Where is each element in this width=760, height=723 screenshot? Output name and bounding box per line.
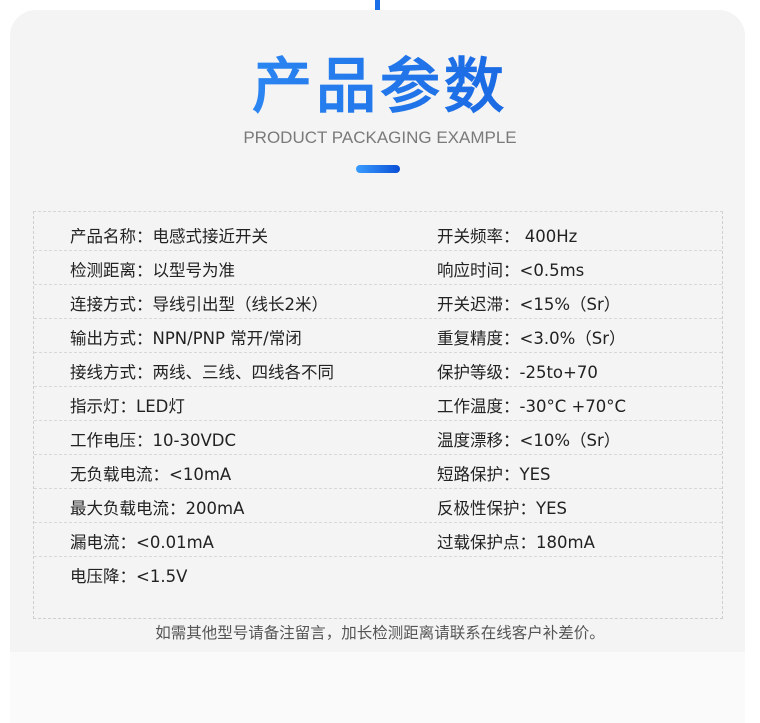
param-right: 响应时间：<0.5ms <box>437 261 585 280</box>
param-right: 保护等级：-25to+70 <box>437 363 598 382</box>
table-row: 指示灯：LED灯 工作温度：-30°C +70°C <box>34 386 722 421</box>
param-left: 最大负载电流：200mA <box>70 499 245 518</box>
table-row: 输出方式：NPN/PNP 常开/常闭 重复精度：<3.0%（Sr） <box>34 318 722 353</box>
lower-panel <box>10 652 745 723</box>
footer-note: 如需其他型号请备注留言，加长检测距离请联系在线客户补差价。 <box>155 624 605 642</box>
page-title: 产品参数 <box>0 38 760 125</box>
table-row: 工作电压：10-30VDC 温度漂移：<10%（Sr） <box>34 420 722 455</box>
table-row: 检测距离：以型号为准 响应时间：<0.5ms <box>34 250 722 285</box>
param-right: 反极性保护：YES <box>437 499 567 518</box>
table-row: 电压降：<1.5V <box>34 556 722 590</box>
param-left: 无负载电流：<10mA <box>70 465 232 484</box>
table-row: 无负载电流：<10mA 短路保护：YES <box>34 454 722 489</box>
table-row: 产品名称：电感式接近开关 开关频率： 400Hz <box>34 216 722 251</box>
param-left: 工作电压：10-30VDC <box>70 431 236 450</box>
table-row: 漏电流：<0.01mA 过载保护点：180mA <box>34 522 722 557</box>
param-right: 开关迟滞：<15%（Sr） <box>437 295 621 314</box>
param-right: 工作温度：-30°C +70°C <box>437 397 627 416</box>
param-left: 电压降：<1.5V <box>70 567 188 586</box>
param-left: 输出方式：NPN/PNP 常开/常闭 <box>70 329 302 348</box>
param-right: 过载保护点：180mA <box>437 533 595 552</box>
param-left: 检测距离：以型号为准 <box>70 261 235 280</box>
params-table: 产品名称：电感式接近开关 开关频率： 400Hz 检测距离：以型号为准 响应时间：<0… <box>33 211 723 619</box>
table-row: 连接方式：导线引出型（线长2米） 开关迟滞：<15%（Sr） <box>34 284 722 319</box>
page-subtitle: PRODUCT PACKAGING EXAMPLE <box>243 128 517 147</box>
param-left: 连接方式：导线引出型（线长2米） <box>70 295 328 314</box>
param-left: 产品名称：电感式接近开关 <box>70 227 268 246</box>
param-left: 接线方式：两线、三线、四线各不同 <box>70 363 334 382</box>
param-right: 重复精度：<3.0%（Sr） <box>437 329 626 348</box>
param-left: 漏电流：<0.01mA <box>70 533 214 552</box>
table-row: 接线方式：两线、三线、四线各不同 保护等级：-25to+70 <box>34 352 722 387</box>
param-right: 温度漂移：<10%（Sr） <box>437 431 621 450</box>
param-left: 指示灯：LED灯 <box>70 397 185 416</box>
param-right: 短路保护：YES <box>437 465 551 484</box>
table-row: 最大负载电流：200mA 反极性保护：YES <box>34 488 722 523</box>
params-card <box>10 10 745 652</box>
accent-bar <box>356 165 400 173</box>
param-right: 开关频率： 400Hz <box>437 227 578 246</box>
